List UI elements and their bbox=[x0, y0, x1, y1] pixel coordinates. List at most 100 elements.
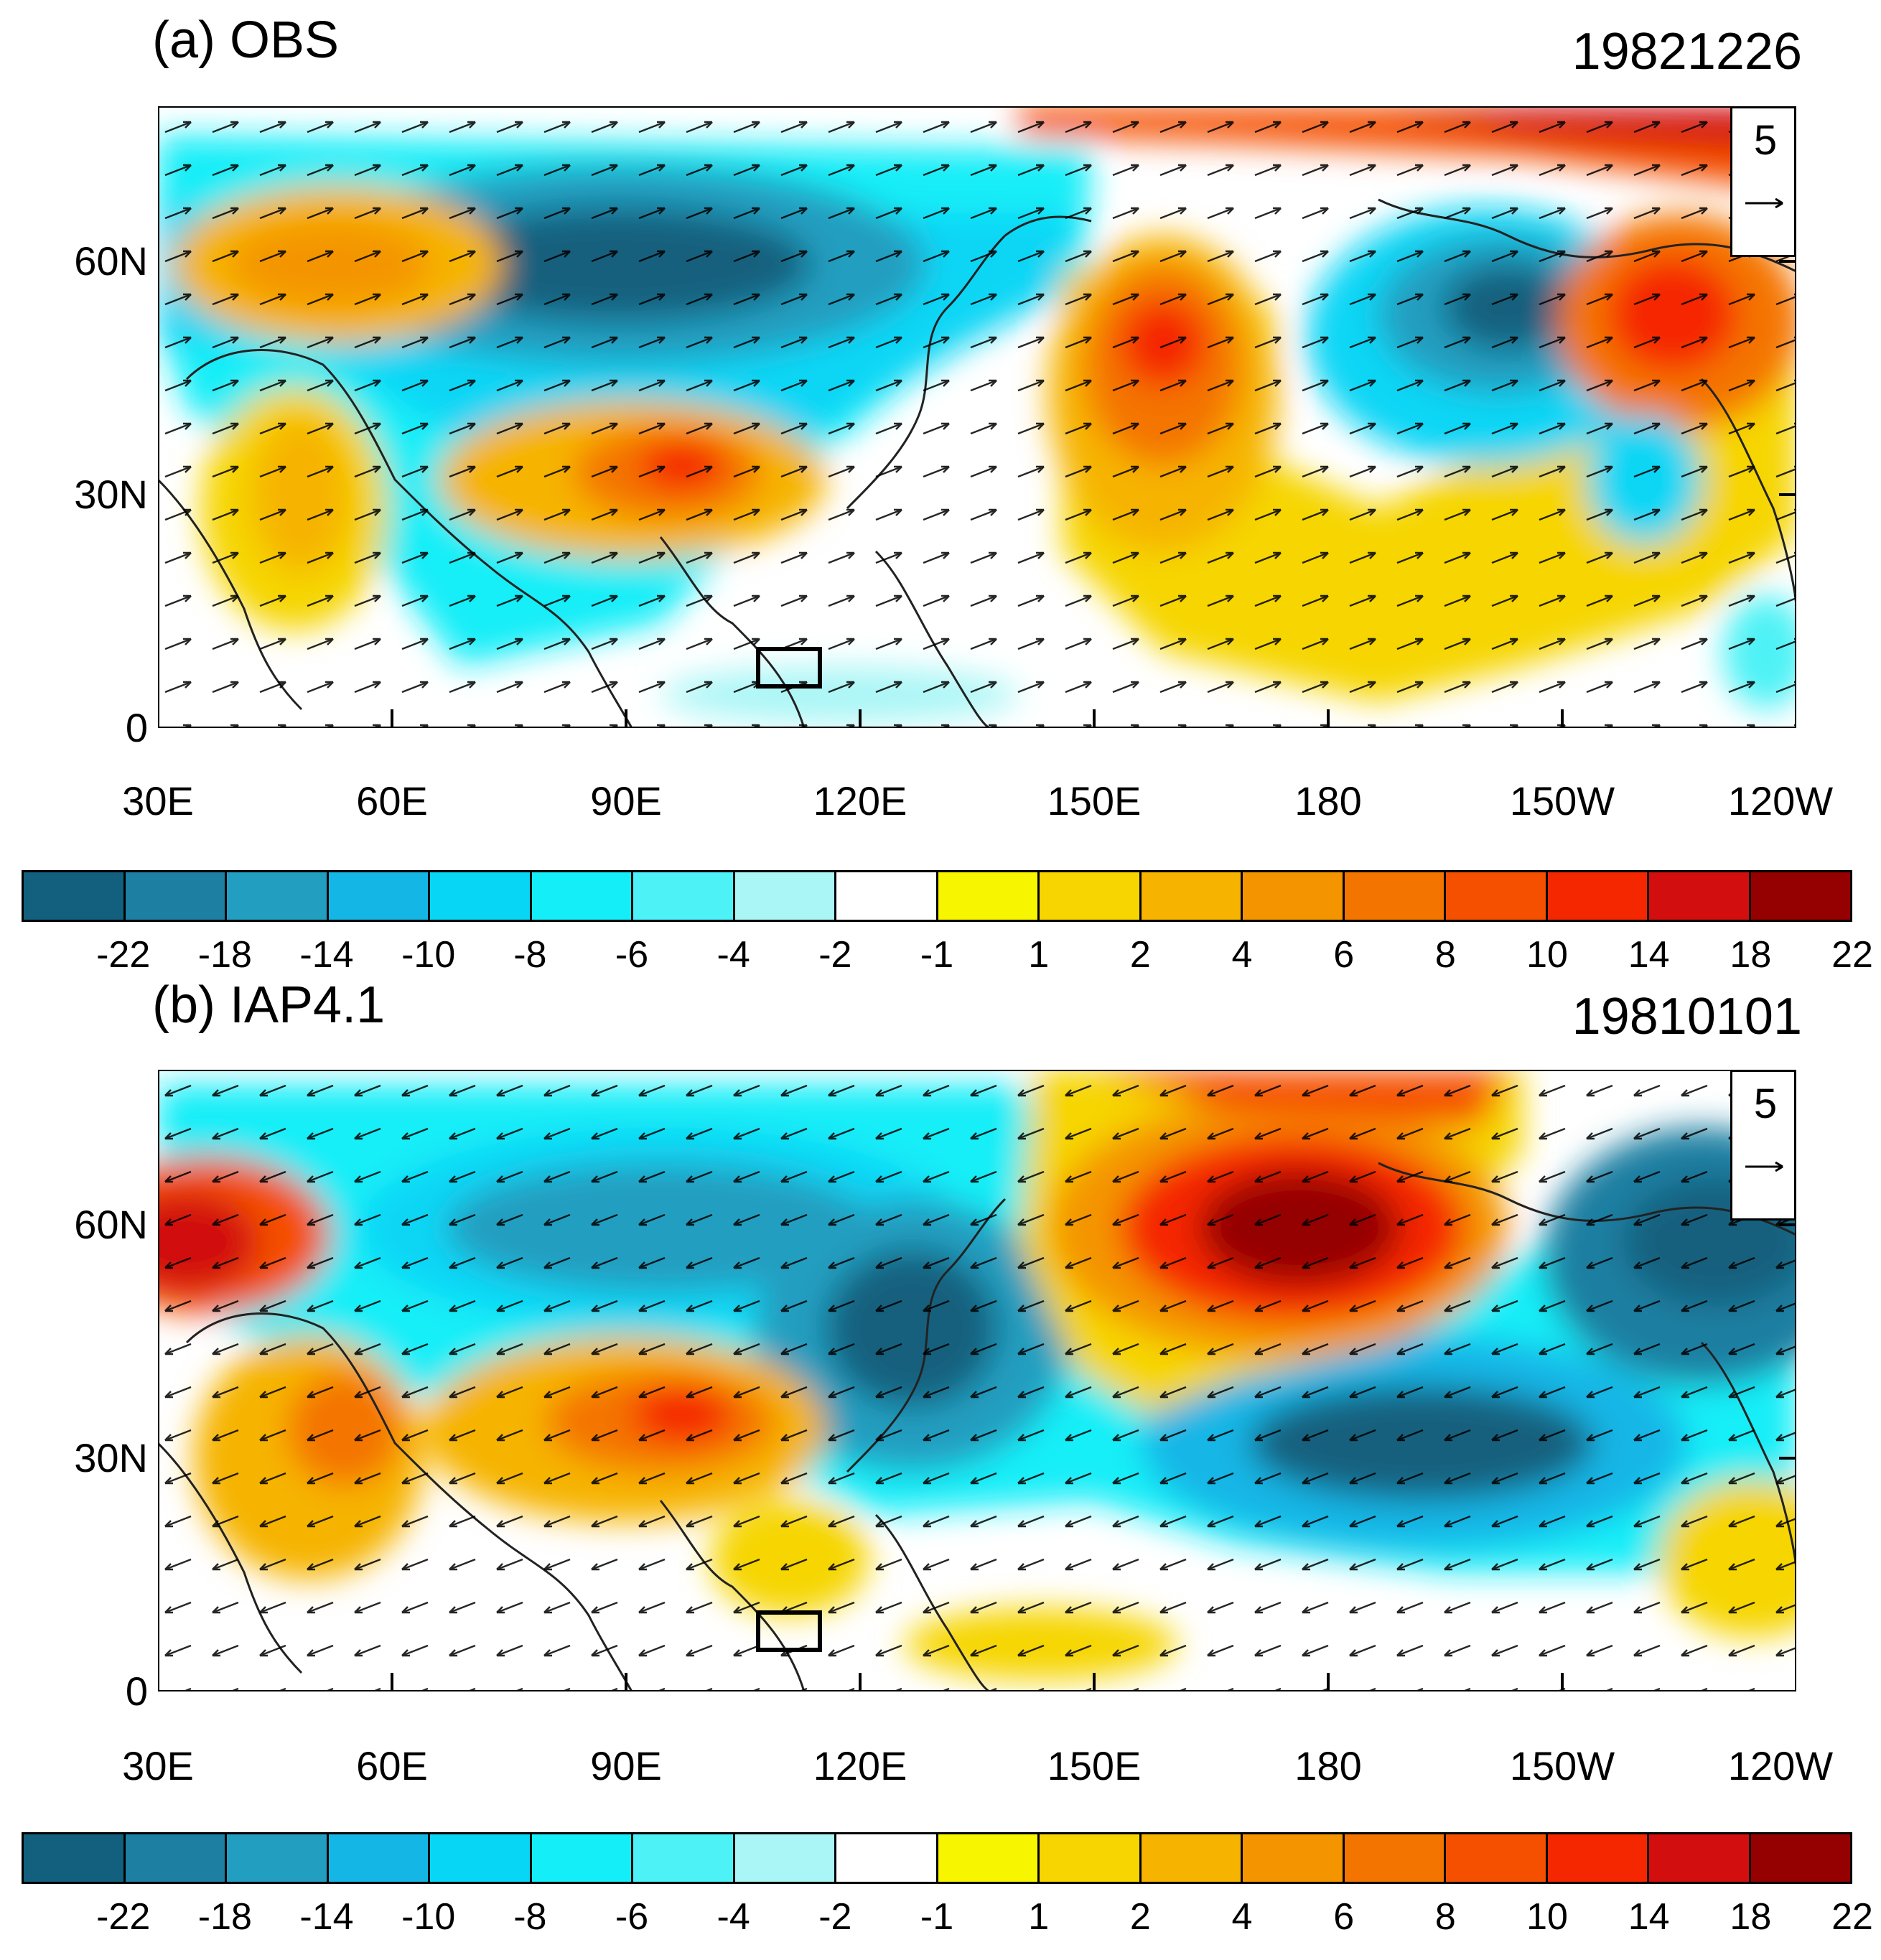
reference-arrow-icon bbox=[1745, 197, 1783, 209]
colorbar-label: -4 bbox=[717, 1896, 750, 1938]
colorbar-swatch bbox=[1547, 1834, 1649, 1882]
colorbar-swatch bbox=[1750, 872, 1850, 920]
colorbar-swatch bbox=[734, 872, 836, 920]
colorbar-swatch bbox=[734, 1834, 836, 1882]
colorbar-label: 10 bbox=[1526, 934, 1568, 976]
colorbar-swatch bbox=[125, 1834, 227, 1882]
axis-ticks bbox=[391, 260, 1796, 728]
colorbar-label: -8 bbox=[513, 934, 547, 976]
colorbar-swatch bbox=[1547, 872, 1649, 920]
xtick-90e: 90E bbox=[590, 778, 662, 823]
xtick-120e: 120E bbox=[813, 1743, 907, 1788]
colorbar-swatch bbox=[430, 872, 532, 920]
colorbar-label: -22 bbox=[96, 1896, 151, 1938]
colorbar-swatch bbox=[24, 1834, 126, 1882]
colorbar-label: 6 bbox=[1333, 1896, 1355, 1938]
xtick-60e: 60E bbox=[356, 778, 428, 823]
colorbar-swatch bbox=[328, 872, 430, 920]
colorbar-swatch bbox=[1040, 872, 1142, 920]
colorbar-label: 6 bbox=[1333, 934, 1355, 976]
map-plot bbox=[158, 106, 1796, 728]
xtick-60e: 60E bbox=[356, 1743, 428, 1788]
xtick-90e: 90E bbox=[590, 1743, 662, 1788]
xtick-30e: 30E bbox=[122, 1743, 194, 1788]
colorbar-label: 8 bbox=[1434, 934, 1456, 976]
shaded-field bbox=[158, 1070, 1796, 1691]
colorbar-swatch bbox=[227, 1834, 329, 1882]
colorbar-swatch bbox=[938, 872, 1040, 920]
xtick-180: 180 bbox=[1294, 1743, 1362, 1788]
colorbar-swatch bbox=[24, 872, 126, 920]
colorbar-swatch bbox=[1750, 1834, 1850, 1882]
reference-vector-value: 5 bbox=[1753, 1081, 1778, 1127]
wind-vectors bbox=[158, 1070, 1796, 1691]
xtick-150w: 150W bbox=[1509, 778, 1615, 823]
colorbar-swatch bbox=[531, 872, 633, 920]
colorbar-label: 14 bbox=[1628, 934, 1670, 976]
reference-vector-value: 5 bbox=[1753, 117, 1778, 164]
xtick-180: 180 bbox=[1294, 778, 1362, 823]
colorbar-label: -18 bbox=[197, 934, 252, 976]
xtick-150e: 150E bbox=[1047, 778, 1142, 823]
xtick-150w: 150W bbox=[1509, 1743, 1615, 1788]
colorbar-label: -18 bbox=[197, 1896, 252, 1938]
colorbar-swatch bbox=[836, 872, 938, 920]
colorbar-label: -8 bbox=[513, 1896, 547, 1938]
ytick-30n: 30N bbox=[74, 1435, 148, 1480]
colorbar-swatch bbox=[531, 1834, 633, 1882]
xtick-120w: 120W bbox=[1727, 778, 1834, 823]
colorbar-label: 18 bbox=[1730, 934, 1772, 976]
colorbar-swatch bbox=[227, 872, 329, 920]
colorbar-swatch bbox=[1243, 872, 1345, 920]
colorbar-label: -22 bbox=[96, 934, 151, 976]
xtick-120w: 120W bbox=[1727, 1743, 1834, 1788]
colorbar-label: -1 bbox=[920, 1896, 954, 1938]
colorbar-label: 22 bbox=[1831, 934, 1873, 976]
colorbar-swatch bbox=[1344, 872, 1446, 920]
colorbar-label: 1 bbox=[1028, 934, 1050, 976]
colorbar-swatch bbox=[1040, 1834, 1142, 1882]
colorbar-label: 22 bbox=[1831, 1896, 1873, 1938]
wind-vectors bbox=[158, 106, 1796, 728]
xtick-30e: 30E bbox=[122, 778, 194, 823]
map-plot bbox=[158, 1070, 1796, 1691]
colorbar-label: 8 bbox=[1434, 1896, 1456, 1938]
colorbar-label: 14 bbox=[1628, 1896, 1670, 1938]
colorbar-swatch bbox=[836, 1834, 938, 1882]
panel-iap41: (b) IAP4.1 19810101 bbox=[0, 962, 1881, 1960]
panel-title: (a) OBS bbox=[152, 11, 340, 69]
colorbar bbox=[22, 1832, 1852, 1884]
colorbar-swatch bbox=[633, 1834, 735, 1882]
xtick-150e: 150E bbox=[1047, 1743, 1142, 1788]
colorbar-label: 2 bbox=[1129, 934, 1151, 976]
panel-title: (b) IAP4.1 bbox=[152, 976, 386, 1034]
colorbar-swatch bbox=[633, 872, 735, 920]
colorbar-label: -10 bbox=[401, 1896, 456, 1938]
highlight-box bbox=[756, 647, 822, 689]
colorbar bbox=[22, 870, 1852, 922]
colorbar-label: -2 bbox=[818, 934, 852, 976]
colorbar-label: -6 bbox=[615, 934, 649, 976]
colorbar-swatch bbox=[1649, 1834, 1751, 1882]
colorbar-swatch bbox=[125, 872, 227, 920]
ytick-0: 0 bbox=[125, 705, 148, 750]
colorbar-label: -1 bbox=[920, 934, 954, 976]
colorbar-label: 10 bbox=[1526, 1896, 1568, 1938]
panel-obs: (a) OBS 19821226 bbox=[0, 0, 1881, 974]
ytick-0: 0 bbox=[125, 1669, 148, 1714]
panel-date: 19810101 bbox=[1572, 988, 1802, 1045]
colorbar-label: 18 bbox=[1730, 1896, 1772, 1938]
colorbar-swatch bbox=[1243, 1834, 1345, 1882]
colorbar-label: -2 bbox=[818, 1896, 852, 1938]
axis-ticks bbox=[391, 1223, 1796, 1691]
colorbar-label: 4 bbox=[1231, 1896, 1253, 1938]
colorbar-label: -14 bbox=[299, 1896, 354, 1938]
colorbar-swatch bbox=[430, 1834, 532, 1882]
colorbar-label: -10 bbox=[401, 934, 456, 976]
colorbar-swatch bbox=[1446, 872, 1548, 920]
colorbar-label: 4 bbox=[1231, 934, 1253, 976]
shaded-field bbox=[158, 106, 1796, 728]
colorbar-label: -14 bbox=[299, 934, 354, 976]
colorbar-swatch bbox=[1141, 872, 1243, 920]
